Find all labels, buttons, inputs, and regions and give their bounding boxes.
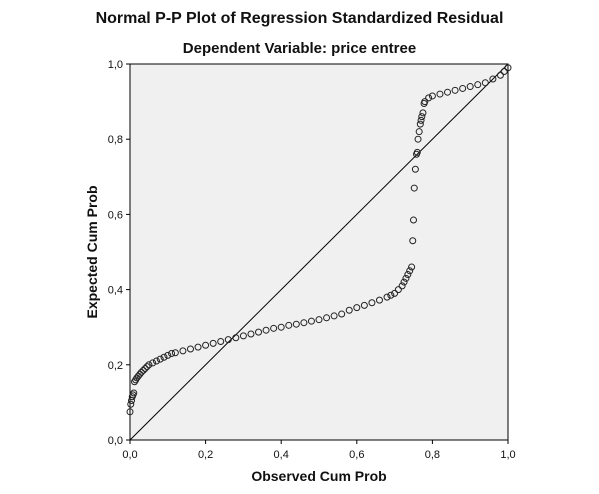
data-point [141,365,149,373]
data-point [209,339,217,347]
data-point [411,165,419,173]
y-tick-label: 0,0 [108,435,123,447]
data-point [171,349,179,357]
y-tick-label: 0,6 [108,209,123,221]
data-point [262,326,270,334]
data-point [394,286,402,294]
data-point [137,368,145,376]
data-point [270,324,278,332]
data-point [451,86,459,94]
data-point [186,345,194,353]
data-point [410,184,418,192]
data-point [398,282,406,290]
data-point [409,237,417,245]
data-point [330,312,338,320]
data-point [247,330,255,338]
x-tick-label: 0,2 [198,449,213,461]
data-point [414,135,422,143]
data-point [459,84,467,92]
data-point [383,293,391,301]
data-point [436,90,444,98]
data-point [323,314,331,322]
reference-diagonal-line [129,63,509,441]
y-tick-label: 0,2 [108,360,123,372]
data-point [292,320,300,328]
y-tick-label: 0,8 [108,134,123,146]
data-point [168,350,176,358]
data-point [413,148,421,156]
x-tick-label: 0,4 [274,449,289,461]
chart-subtitle: Dependent Variable: price entree [182,40,417,57]
data-point [164,351,172,359]
data-point [353,304,361,312]
data-point [131,378,139,386]
y-tick-label: 0,4 [108,285,123,297]
data-point [428,92,436,100]
points-layer [126,64,512,416]
data-point [496,71,504,79]
data-point [139,366,147,374]
data-point [202,341,210,349]
data-point [466,83,474,91]
x-tick-label: 0,8 [425,449,440,461]
y-tick-label: 1,0 [108,59,123,71]
data-point [444,88,452,96]
data-point [277,323,285,331]
x-tick-label: 0,0 [122,449,137,461]
data-point [410,216,417,224]
data-point [149,359,157,367]
data-point [300,319,308,327]
data-point [145,361,153,369]
x-axis-title: Observed Cum Prob [251,468,386,484]
x-axis: 0,0 0,2 0,4 0,6 0,8 1,0 [122,440,516,461]
data-point [415,128,423,136]
data-point [130,389,138,397]
data-point [126,408,134,416]
data-point [404,271,412,279]
x-tick-label: 1,0 [500,449,515,461]
data-point [224,336,232,344]
data-point [315,316,323,324]
y-axis-title: Expected Cum Prob [84,185,100,318]
data-point [375,296,383,304]
data-point [474,81,482,89]
data-point [307,317,315,325]
data-point [194,343,202,351]
data-point [425,94,433,102]
data-point [419,109,427,117]
data-point [217,337,225,345]
data-point [338,310,346,318]
data-point [345,306,353,314]
x-tick-label: 0,6 [349,449,364,461]
data-point [255,328,263,336]
data-point [239,332,247,340]
data-point [406,267,414,275]
data-point [387,291,395,299]
data-point [481,79,489,87]
data-point [489,75,497,83]
data-point [402,274,410,282]
data-point [500,68,508,76]
data-point [368,299,376,307]
data-point [156,355,164,363]
data-point [504,64,512,72]
data-point [285,321,293,329]
data-point [408,263,416,271]
data-point [417,116,425,124]
data-point [416,120,424,128]
data-point [232,334,240,342]
data-point [418,113,426,121]
data-point [179,347,187,355]
chart-title: Normal P-P Plot of Regression Standardiz… [95,10,504,27]
data-point [160,353,168,361]
data-point [143,363,151,371]
data-point [421,98,429,106]
data-point [127,400,135,408]
y-axis: 0,0 0,2 0,4 0,6 0,8 1,0 [108,59,130,447]
data-point [391,289,399,297]
data-point [400,278,408,286]
data-point [360,301,368,309]
data-point [152,357,160,365]
